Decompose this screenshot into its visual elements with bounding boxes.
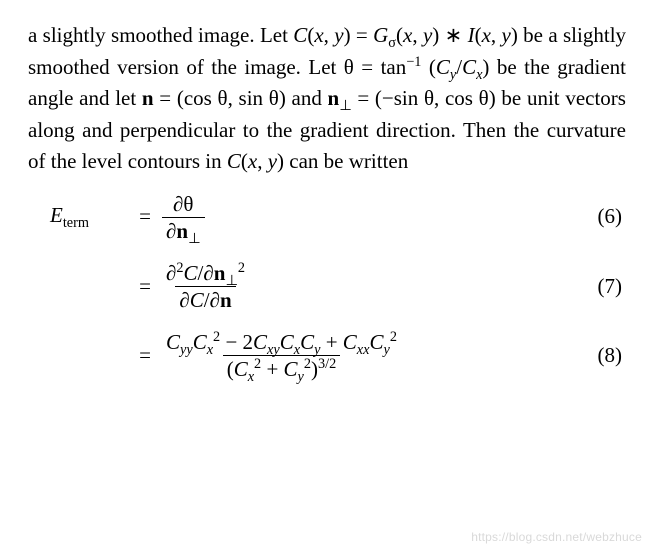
paragraph-text: a slightly smoothed image. Let C(x, y) =… — [28, 20, 626, 178]
fraction-denominator: ∂C/∂n — [175, 286, 235, 312]
fraction-numerator: CyyCx2 − 2CxyCxCy + CxxCy2 — [162, 330, 401, 355]
fraction-numerator: ∂θ — [169, 192, 197, 217]
equation-7-row: = ∂2C/∂n⊥2 ∂C/∂n (7) — [28, 261, 626, 312]
equation-lhs: Eterm — [28, 200, 132, 235]
equation-6-row: Eterm = ∂θ ∂n⊥ (6) — [28, 192, 626, 243]
equation-number: (7) — [578, 271, 626, 303]
equation-body: CyyCx2 − 2CxyCxCy + CxxCy2 (Cx2 + Cy2)3/… — [158, 330, 578, 381]
fraction-numerator: ∂2C/∂n⊥2 — [162, 261, 249, 286]
equation-number: (6) — [578, 201, 626, 233]
watermark-text: https://blog.csdn.net/webzhuce — [471, 528, 642, 546]
equals-sign: = — [132, 340, 158, 372]
equals-sign: = — [132, 201, 158, 233]
equation-body: ∂θ ∂n⊥ — [158, 192, 578, 243]
equation-8-row: = CyyCx2 − 2CxyCxCy + CxxCy2 (Cx2 + Cy2)… — [28, 330, 626, 381]
fraction-denominator: (Cx2 + Cy2)3/2 — [223, 355, 341, 381]
equation-body: ∂2C/∂n⊥2 ∂C/∂n — [158, 261, 578, 312]
fraction-denominator: ∂n⊥ — [162, 217, 205, 243]
equation-number: (8) — [578, 340, 626, 372]
equation-block: Eterm = ∂θ ∂n⊥ (6) = ∂2C/∂n⊥2 ∂C/∂n (7) … — [28, 192, 626, 382]
equals-sign: = — [132, 271, 158, 303]
